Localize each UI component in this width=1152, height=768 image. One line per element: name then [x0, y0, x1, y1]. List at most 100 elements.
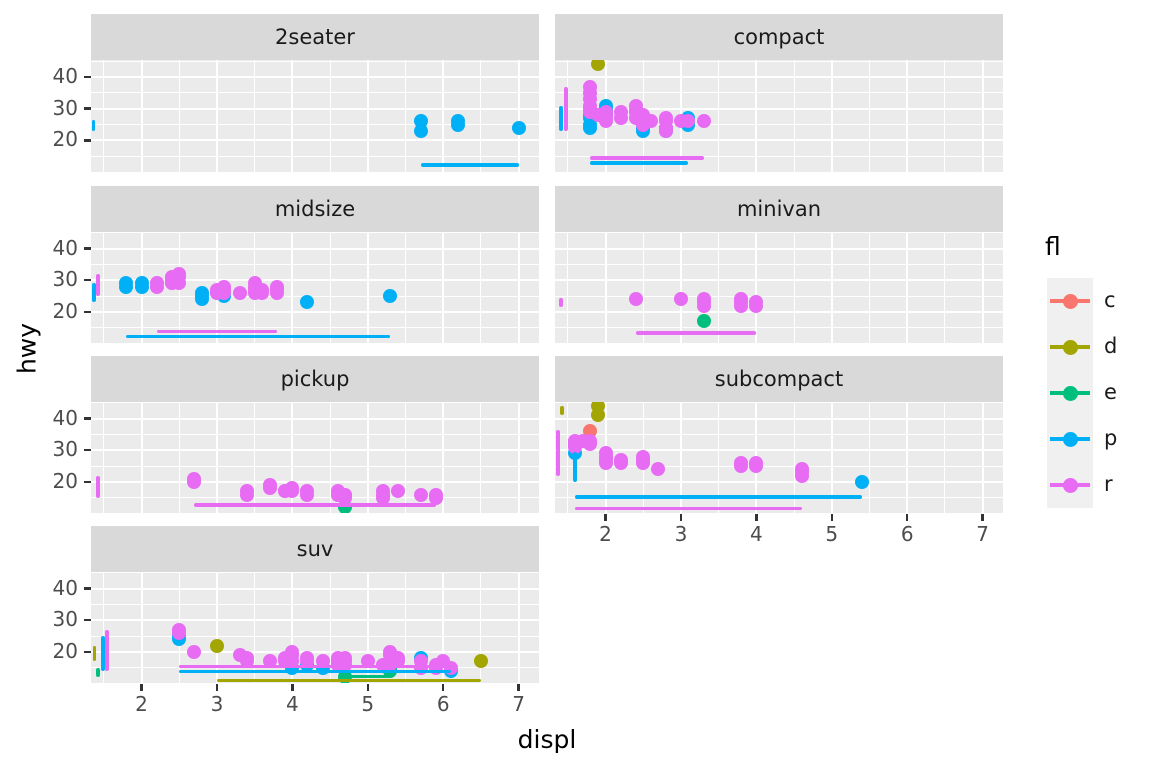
gridline-major: [981, 60, 984, 172]
gridline-minor: [555, 92, 1003, 94]
gridline-major: [215, 60, 218, 172]
legend-key-d: [1047, 324, 1093, 370]
facet-panel-subcompact: [555, 401, 1003, 513]
y-tick-mark: [84, 107, 91, 110]
x-range-line-p: [179, 669, 451, 674]
data-point-p: [854, 474, 869, 489]
x-tick-label: 3: [674, 522, 688, 546]
y-range-line-p: [573, 451, 577, 482]
legend-key-p: [1047, 416, 1093, 462]
data-point-r: [681, 114, 696, 129]
legend-key-point-e: [1062, 385, 1078, 401]
x-range-line-d: [216, 678, 481, 683]
x-range-line-r: [590, 156, 704, 160]
legend-key-c: [1047, 278, 1093, 324]
gridline-major: [291, 401, 294, 513]
data-point-p: [451, 117, 466, 132]
y-tick-label: 30: [52, 607, 78, 632]
x-range-line-r: [194, 503, 436, 507]
data-point-r: [285, 484, 300, 499]
y-tick-mark: [84, 650, 91, 654]
gridline-major: [555, 107, 1003, 110]
x-tick-label: 7: [976, 522, 989, 546]
x-tick-label: 6: [900, 522, 914, 546]
data-point-p: [134, 279, 149, 294]
gridline-minor: [718, 231, 720, 343]
data-point-r: [240, 487, 255, 502]
legend-title: fl: [1045, 232, 1061, 261]
data-point-d: [590, 60, 605, 72]
gridline-minor: [718, 401, 720, 513]
data-point-r: [636, 455, 651, 470]
gridline-major: [906, 401, 909, 513]
gridline-minor: [567, 401, 569, 513]
x-range-line-p: [575, 495, 862, 499]
x-tick-mark: [215, 684, 219, 691]
data-point-r: [255, 285, 270, 300]
gridline-major: [91, 449, 539, 452]
data-point-e: [696, 314, 711, 329]
gridline-major: [442, 60, 445, 172]
data-point-r: [583, 436, 598, 451]
gridline-minor: [642, 231, 644, 343]
data-point-r: [794, 468, 809, 483]
data-point-r: [375, 490, 390, 505]
data-point-r: [673, 292, 688, 307]
gridline-minor: [254, 401, 256, 513]
gridline-minor: [91, 263, 539, 265]
data-point-r: [338, 657, 353, 672]
x-axis-title: displ: [517, 725, 577, 754]
x-tick-label: 7: [512, 692, 525, 716]
data-point-p: [383, 289, 398, 304]
gridline-minor: [793, 401, 795, 513]
y-tick-mark: [84, 75, 91, 79]
y-tick-label: 20: [52, 127, 78, 152]
gridline-minor: [405, 401, 406, 513]
legend-key-r: [1047, 462, 1093, 508]
data-point-r: [643, 114, 658, 129]
data-point-r: [172, 625, 187, 640]
legend-label-r: r: [1104, 472, 1113, 496]
y-tick-label: 40: [52, 64, 78, 88]
legend-key-point-p: [1062, 431, 1078, 447]
gridline-major: [91, 480, 539, 483]
gridline-minor: [91, 295, 539, 297]
y-range-line-d: [560, 405, 564, 416]
data-point-d: [590, 401, 605, 413]
data-point-r: [598, 114, 613, 129]
gridline-minor: [91, 327, 539, 329]
gridline-minor: [555, 465, 1003, 467]
y-tick-mark: [84, 417, 91, 420]
x-tick-label: 2: [599, 522, 612, 546]
legend-key-e: [1047, 370, 1093, 416]
gridline-major: [555, 247, 1003, 250]
gridline-major: [91, 279, 539, 282]
x-tick-mark: [441, 684, 445, 691]
gridline-major: [366, 231, 369, 343]
gridline-major: [442, 571, 445, 683]
legend-label-e: e: [1104, 380, 1117, 404]
facet-strip-minivan: minivan: [555, 185, 1003, 232]
x-range-line-p: [590, 161, 689, 165]
x-range-line-r: [635, 331, 757, 335]
data-point-r: [613, 455, 628, 470]
gridline-minor: [555, 232, 1003, 234]
data-point-r: [613, 111, 628, 126]
x-tick-mark: [679, 514, 683, 521]
gridline-minor: [555, 295, 1003, 297]
gridline-minor: [793, 60, 795, 172]
gridline-minor: [91, 603, 539, 605]
data-point-r: [598, 455, 613, 470]
gridline-major: [830, 60, 833, 172]
y-tick-label: 30: [52, 267, 78, 292]
y-tick-mark: [84, 310, 91, 314]
x-tick-label: 5: [361, 692, 375, 716]
gridline-major: [140, 571, 143, 683]
gridline-minor: [480, 571, 482, 683]
gridline-major: [517, 60, 520, 172]
x-tick-label: 6: [436, 692, 450, 716]
data-point-r: [734, 298, 749, 313]
x-range-line-p: [420, 163, 519, 167]
y-tick-mark: [84, 247, 91, 250]
gridline-minor: [480, 231, 482, 343]
